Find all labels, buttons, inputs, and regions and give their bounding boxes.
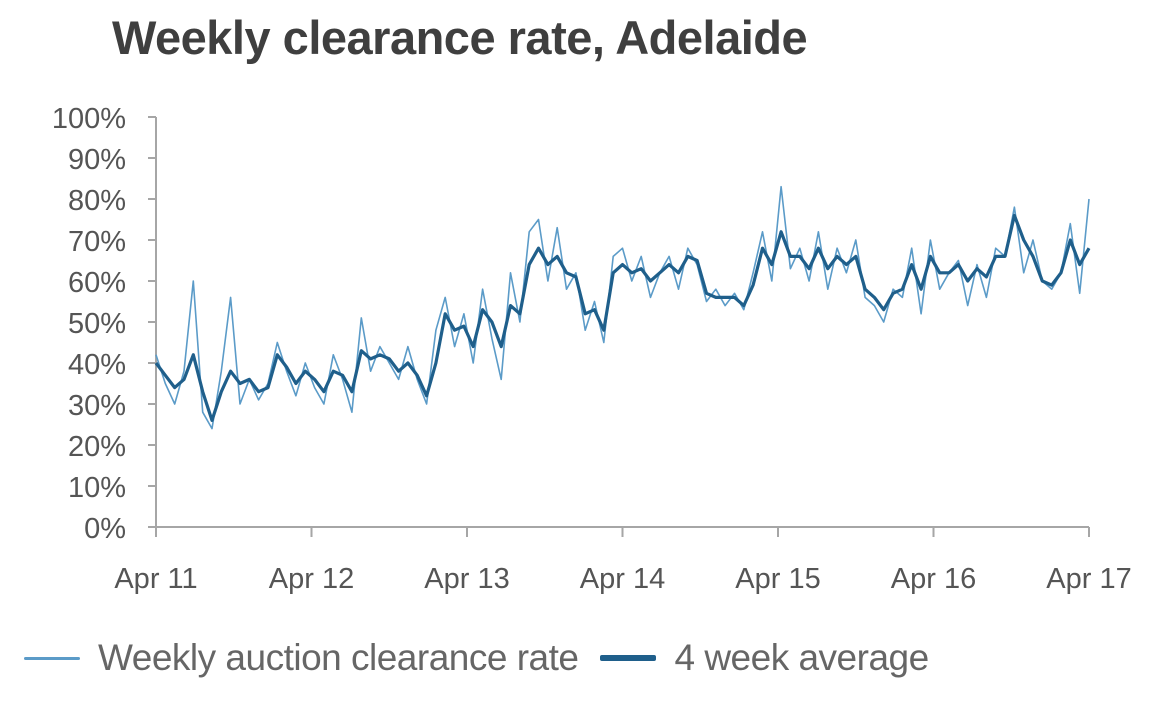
four-week-average-line bbox=[154, 213, 1091, 422]
y-axis: 0% 10% 20% 30% 40% 50% 60% 70% 80% 90% 100% bbox=[52, 103, 157, 545]
x-axis: Apr 11 Apr 12 Apr 13 Apr 14 Apr 15 Apr 16 Apr … bbox=[114, 526, 1132, 595]
y-tick-label: 100% bbox=[52, 103, 126, 135]
legend-label: 4 week average bbox=[674, 637, 929, 678]
y-tick-label: 30% bbox=[68, 390, 126, 422]
legend-item-weekly: Weekly auction clearance rate bbox=[24, 637, 579, 679]
y-tick-label: 50% bbox=[68, 308, 126, 340]
legend: Weekly auction clearance rate 4 week ave… bbox=[24, 633, 951, 683]
x-tick-label: Apr 12 bbox=[269, 563, 354, 595]
thick-line-swatch-icon bbox=[600, 655, 657, 661]
x-tick-label: Apr 11 bbox=[114, 563, 197, 595]
y-tick-label: 20% bbox=[68, 431, 126, 463]
y-tick-label: 0% bbox=[84, 513, 126, 545]
y-tick-label: 60% bbox=[68, 267, 126, 299]
legend-label: Weekly auction clearance rate bbox=[98, 637, 579, 678]
x-tick-label: Apr 15 bbox=[735, 563, 820, 595]
x-tick-label: Apr 16 bbox=[891, 563, 976, 595]
legend-item-average: 4 week average bbox=[600, 637, 929, 679]
y-tick-label: 10% bbox=[68, 472, 126, 504]
x-tick-label: Apr 13 bbox=[424, 563, 509, 595]
x-tick-label: Apr 17 bbox=[1046, 563, 1131, 595]
thin-line-swatch-icon bbox=[24, 656, 80, 660]
y-tick-label: 90% bbox=[68, 144, 126, 176]
weekly-clearance-line bbox=[155, 185, 1090, 430]
y-tick-label: 40% bbox=[68, 349, 126, 381]
y-tick-label: 70% bbox=[68, 226, 126, 258]
chart-title: Weekly clearance rate, Adelaide bbox=[112, 11, 808, 64]
y-tick-label: 80% bbox=[68, 185, 126, 217]
x-tick-label: Apr 14 bbox=[580, 563, 665, 595]
